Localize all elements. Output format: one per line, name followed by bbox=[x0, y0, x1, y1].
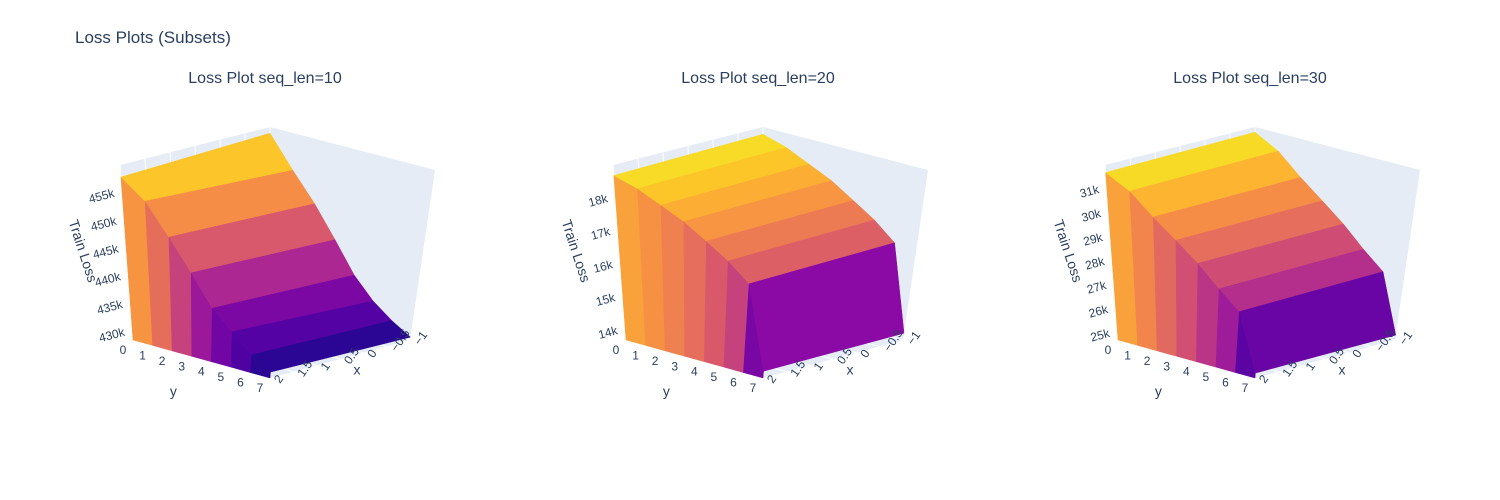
y-tick-label: 6 bbox=[237, 376, 244, 390]
y-tick-label: 1 bbox=[1124, 348, 1131, 362]
z-tick-label: 435k bbox=[95, 297, 125, 318]
y-tick-label: 7 bbox=[1242, 381, 1249, 395]
y-tick-label: 6 bbox=[1222, 376, 1229, 390]
surface-panel-1[interactable]: Loss Plot seq_len=10 430k 435k 440k 445k 450… bbox=[15, 0, 515, 500]
y-axis-title: y bbox=[170, 383, 177, 399]
z-tick-label: 15k bbox=[594, 290, 617, 309]
y-tick-label: 1 bbox=[139, 348, 146, 362]
y-tick-label: 3 bbox=[1163, 359, 1170, 373]
y-tick-label: 2 bbox=[652, 354, 659, 368]
y-tick-label: 7 bbox=[750, 381, 757, 395]
panel-title: Loss Plot seq_len=10 bbox=[188, 70, 342, 87]
z-tick-label: 30k bbox=[1080, 206, 1103, 225]
z-tick-label: 28k bbox=[1084, 254, 1107, 273]
panel-title: Loss Plot seq_len=30 bbox=[1173, 70, 1327, 87]
x-axis-title: x bbox=[1339, 362, 1346, 378]
y-tick-label: 0 bbox=[120, 343, 127, 357]
surface bbox=[120, 132, 411, 379]
x-axis-title: x bbox=[847, 362, 854, 378]
z-tick-label: 31k bbox=[1078, 182, 1101, 201]
z-tick-label: 18k bbox=[587, 191, 610, 210]
surface-side-strip bbox=[683, 220, 707, 363]
z-tick-label: 440k bbox=[93, 269, 123, 290]
z-tick-label: 26k bbox=[1087, 302, 1110, 321]
x-tick-label: −1 bbox=[904, 328, 924, 348]
y-tick-label: 5 bbox=[711, 370, 718, 384]
surface bbox=[1105, 131, 1396, 379]
panel-title: Loss Plot seq_len=20 bbox=[681, 70, 835, 87]
y-tick-label: 1 bbox=[632, 348, 639, 362]
y-tick-label: 5 bbox=[218, 370, 225, 384]
z-tick-label: 25k bbox=[1089, 326, 1112, 345]
y-tick-label: 4 bbox=[198, 365, 205, 379]
z-tick-label: 27k bbox=[1085, 278, 1108, 297]
y-tick-label: 5 bbox=[1203, 370, 1210, 384]
y-tick-label: 2 bbox=[159, 354, 166, 368]
x-axis-title: x bbox=[354, 362, 361, 378]
z-tick-label: 430k bbox=[97, 325, 127, 346]
y-tick-label: 6 bbox=[730, 376, 737, 390]
y-tick-label: 2 bbox=[1144, 354, 1151, 368]
y-tick-label: 4 bbox=[1183, 365, 1190, 379]
z-tick-label: 445k bbox=[91, 241, 121, 262]
x-tick-label: −1 bbox=[1396, 328, 1416, 348]
x-tick-label: −1 bbox=[411, 328, 431, 348]
z-tick-label: 16k bbox=[592, 257, 615, 276]
z-axis-title: Train Loss bbox=[559, 218, 594, 285]
z-axis-title: Train Loss bbox=[1051, 218, 1086, 285]
y-tick-label: 4 bbox=[691, 365, 698, 379]
z-tick-label: 14k bbox=[597, 323, 620, 342]
surface-side-strip bbox=[1153, 216, 1177, 357]
y-axis-title: y bbox=[663, 383, 670, 399]
y-tick-label: 0 bbox=[1105, 343, 1112, 357]
z-tick-label: 29k bbox=[1082, 230, 1105, 249]
surface-panel-3[interactable]: Loss Plot seq_len=30 25k 26k 27k 28k 29k 30k 3… bbox=[1000, 0, 1500, 500]
surface-top-strip bbox=[748, 242, 905, 372]
figure-title: Loss Plots (Subsets) bbox=[75, 28, 231, 47]
y-tick-label: 7 bbox=[257, 381, 264, 395]
z-tick-label: 455k bbox=[87, 186, 117, 207]
surface-side-strip bbox=[660, 204, 685, 357]
z-tick-label: 450k bbox=[89, 214, 119, 235]
y-tick-label: 0 bbox=[613, 343, 620, 357]
y-tick-label: 3 bbox=[178, 359, 185, 373]
surface-top-strip bbox=[1239, 271, 1396, 374]
y-tick-label: 3 bbox=[671, 359, 678, 373]
surface-panel-2[interactable]: Loss Plot seq_len=20 14k 15k 16k 17k 18k 0 1 2 3… bbox=[508, 0, 1008, 500]
surface bbox=[613, 133, 905, 379]
z-tick-label: 17k bbox=[589, 224, 612, 243]
surface-top-strip bbox=[251, 320, 411, 373]
y-axis-title: y bbox=[1155, 383, 1162, 399]
